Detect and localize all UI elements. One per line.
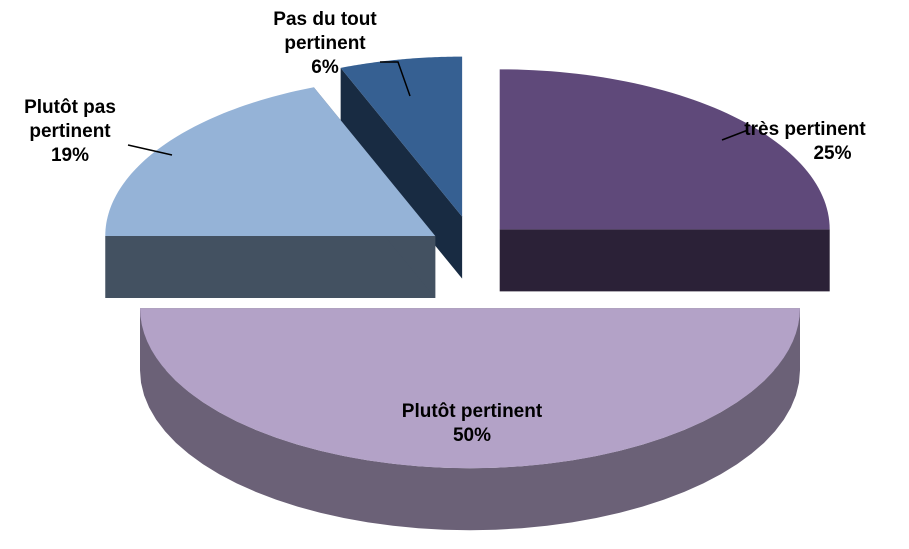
category-label: Plutôt pas pertinent [24,97,116,142]
slice-label: Plutôt pas pertinent 19% [5,96,135,168]
leader-line [380,61,411,97]
leader-line [721,129,749,141]
category-label: Plutôt pertinent [401,401,543,422]
slices [105,56,830,531]
slice-wall [105,236,436,299]
slice [340,56,463,279]
slice [105,87,436,299]
value-label: 50% [452,425,492,446]
slice-top [499,69,830,230]
slice-label: très pertinent 25% [725,118,885,166]
category-label: très pertinent [744,119,866,140]
slice-side [140,308,800,531]
slice-top [340,56,463,217]
slice-top [140,308,800,469]
slice [140,308,800,531]
slice-label: Plutôt pertinent 50% [372,400,572,448]
slice-wall [499,229,830,292]
value-label: 6% [311,57,339,78]
category-label: Pas du tout pertinent [273,9,377,54]
slice [499,69,830,292]
slice-label: Pas du tout pertinent 6% [255,8,395,80]
leader-line [127,144,173,156]
value-label: 25% [813,143,852,164]
slice-top [105,87,436,237]
slice-wall [340,67,463,279]
value-label: 19% [50,145,90,166]
